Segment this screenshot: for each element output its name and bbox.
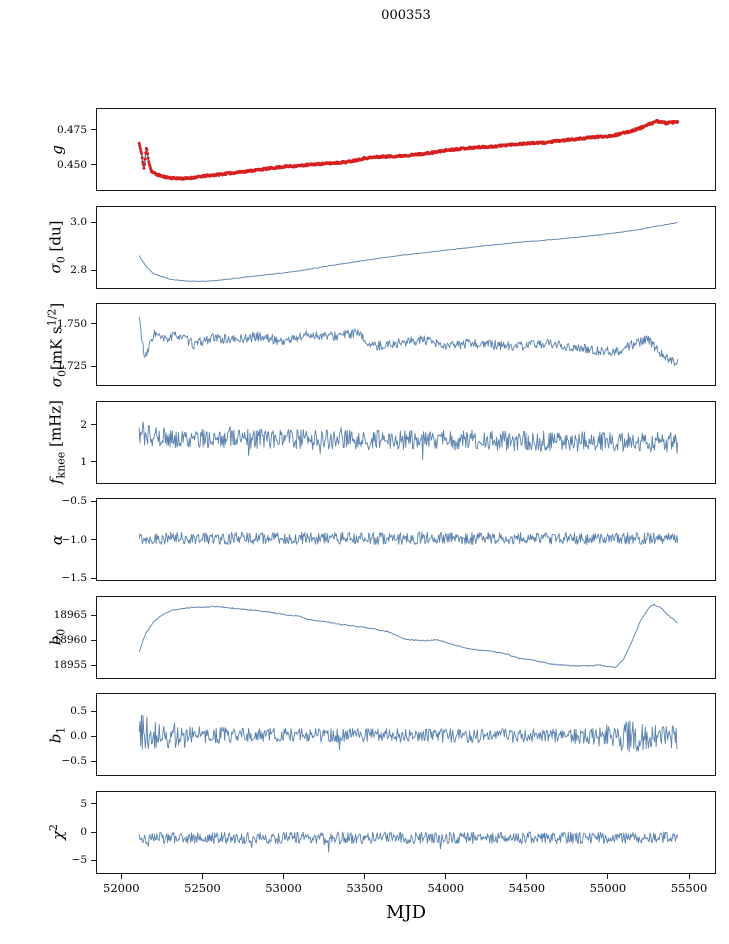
- panel-b1: [96, 693, 716, 776]
- plot-canvas-fknee: [97, 401, 715, 483]
- ytick-label: 1: [80, 455, 87, 468]
- ytick-label: 5: [80, 797, 87, 810]
- ylabel-b0: b0: [46, 628, 68, 646]
- x-tickmark: [445, 873, 447, 879]
- ylabel-b1: b1: [46, 726, 68, 743]
- y-tickmark: [91, 221, 96, 223]
- xtick-label: 55000: [589, 880, 627, 895]
- ytick-label: 18955: [53, 659, 87, 672]
- ylabel-sigma0-du: σ0 [du]: [46, 220, 68, 274]
- x-tickmark: [364, 873, 366, 879]
- ytick-label: 18965: [53, 609, 87, 622]
- y-tickmark: [91, 365, 96, 367]
- panel-sigma0-mK: [96, 303, 716, 386]
- y-tickmark: [91, 859, 96, 861]
- y-tickmark: [91, 461, 96, 463]
- y-tickmark: [91, 323, 96, 325]
- xtick-label: 53500: [346, 880, 383, 895]
- y-tickmark: [91, 577, 96, 579]
- panel-b0: [96, 595, 716, 679]
- ytick-label: 1.750: [56, 317, 87, 330]
- plot-canvas-sigma0-mK: [97, 304, 715, 385]
- x-axis-label: MJD: [385, 902, 427, 923]
- y-tickmark: [91, 539, 96, 541]
- panel-fknee: [96, 400, 716, 484]
- panel-alpha: [96, 498, 716, 581]
- x-tickmark: [283, 873, 285, 879]
- y-tickmark: [91, 500, 96, 502]
- figure-title: 000353: [381, 8, 431, 23]
- y-tickmark: [91, 129, 96, 131]
- y-tickmark: [91, 760, 96, 762]
- ytick-label: 1.725: [56, 360, 87, 373]
- ytick-label: 0.475: [56, 123, 87, 136]
- xtick-label: 54500: [508, 880, 546, 895]
- plot-canvas-sigma0-du: [97, 206, 715, 288]
- y-tickmark: [91, 269, 96, 271]
- plot-canvas-b1: [97, 694, 715, 775]
- plot-canvas-b0: [97, 596, 715, 678]
- y-tickmark: [91, 710, 96, 712]
- plot-canvas-chi2: [97, 791, 715, 873]
- ylabel-alpha: α: [48, 534, 66, 545]
- xtick-label: 53000: [265, 880, 302, 895]
- y-tickmark: [91, 831, 96, 833]
- x-tickmark: [526, 873, 528, 879]
- y-tickmark: [91, 735, 96, 737]
- x-tickmark: [120, 873, 122, 879]
- ylabel-fknee: fknee [mHz]: [46, 399, 68, 485]
- panel-chi2: [96, 790, 716, 874]
- ylabel-g: g: [48, 144, 66, 155]
- xtick-label: 55500: [670, 880, 708, 895]
- panel-sigma0-du: [96, 205, 716, 289]
- ytick-label: 0.0: [70, 730, 87, 743]
- ytick-label: −0.5: [61, 755, 88, 768]
- ytick-label: 2.8: [70, 264, 87, 277]
- ytick-label: 3.0: [70, 216, 87, 229]
- ytick-label: 18960: [53, 634, 87, 647]
- y-tickmark: [91, 164, 96, 166]
- xtick-label: 52000: [103, 880, 140, 895]
- xtick-label: 52500: [184, 880, 221, 895]
- ylabel-chi2: χ2: [47, 823, 67, 841]
- ytick-label: −0.5: [61, 495, 88, 508]
- x-tickmark: [688, 873, 690, 879]
- panel-g: [96, 108, 716, 191]
- y-tickmark: [91, 614, 96, 616]
- ytick-label: 0.450: [56, 158, 87, 171]
- y-tickmark: [91, 639, 96, 641]
- ylabel-sigma0-mK: σ0[mK s1/2]: [45, 302, 69, 387]
- y-tickmark: [91, 424, 96, 426]
- plot-canvas-alpha: [97, 499, 715, 580]
- ytick-label: 0: [80, 826, 87, 838]
- ytick-label: 2: [80, 418, 87, 431]
- y-tickmark: [91, 803, 96, 805]
- xtick-label: 54000: [427, 880, 465, 895]
- plot-canvas-g: [97, 109, 715, 190]
- ytick-label: −1.5: [61, 572, 88, 585]
- ytick-label: −1.0: [61, 533, 88, 546]
- x-tickmark: [607, 873, 609, 879]
- y-tickmark: [91, 664, 96, 666]
- x-tickmark: [201, 873, 203, 879]
- ytick-label: −5: [71, 854, 87, 867]
- ytick-label: 0.5: [70, 705, 87, 718]
